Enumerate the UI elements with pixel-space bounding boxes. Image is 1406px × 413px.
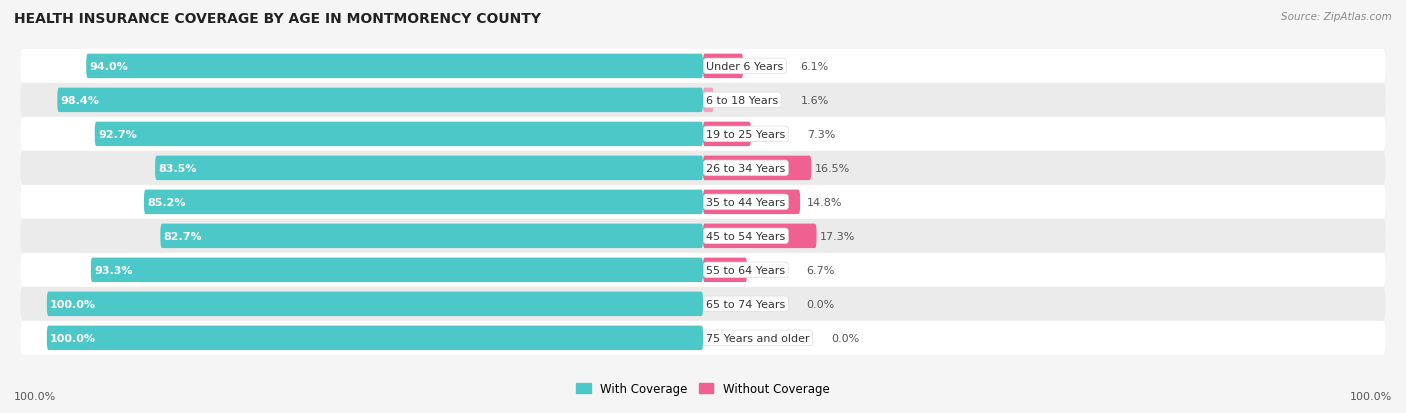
Text: 100.0%: 100.0% [51, 299, 96, 309]
FancyBboxPatch shape [94, 122, 703, 147]
Text: 55 to 64 Years: 55 to 64 Years [706, 265, 786, 275]
Text: Under 6 Years: Under 6 Years [706, 62, 783, 72]
Text: 100.0%: 100.0% [1350, 391, 1392, 401]
Text: 94.0%: 94.0% [90, 62, 128, 72]
FancyBboxPatch shape [703, 258, 747, 282]
Legend: With Coverage, Without Coverage: With Coverage, Without Coverage [572, 377, 834, 399]
FancyBboxPatch shape [160, 224, 703, 249]
FancyBboxPatch shape [703, 224, 817, 249]
Text: 0.0%: 0.0% [807, 299, 835, 309]
Text: 85.2%: 85.2% [148, 197, 186, 207]
FancyBboxPatch shape [143, 190, 703, 215]
Text: 98.4%: 98.4% [60, 96, 100, 106]
Text: 17.3%: 17.3% [820, 231, 855, 241]
Text: 45 to 54 Years: 45 to 54 Years [706, 231, 786, 241]
Text: 93.3%: 93.3% [94, 265, 132, 275]
FancyBboxPatch shape [21, 253, 1385, 287]
FancyBboxPatch shape [86, 55, 703, 79]
FancyBboxPatch shape [58, 88, 703, 113]
FancyBboxPatch shape [703, 55, 742, 79]
FancyBboxPatch shape [21, 287, 1385, 321]
Text: 35 to 44 Years: 35 to 44 Years [706, 197, 786, 207]
FancyBboxPatch shape [703, 88, 713, 113]
FancyBboxPatch shape [703, 156, 811, 180]
FancyBboxPatch shape [703, 122, 751, 147]
Text: 82.7%: 82.7% [163, 231, 202, 241]
Text: 14.8%: 14.8% [807, 197, 842, 207]
FancyBboxPatch shape [155, 156, 703, 180]
Text: 92.7%: 92.7% [98, 130, 136, 140]
Text: 75 Years and older: 75 Years and older [706, 333, 810, 343]
Text: 100.0%: 100.0% [14, 391, 56, 401]
Text: 6.1%: 6.1% [800, 62, 828, 72]
Text: HEALTH INSURANCE COVERAGE BY AGE IN MONTMORENCY COUNTY: HEALTH INSURANCE COVERAGE BY AGE IN MONT… [14, 12, 541, 26]
Text: 6 to 18 Years: 6 to 18 Years [706, 96, 779, 106]
FancyBboxPatch shape [21, 321, 1385, 355]
FancyBboxPatch shape [91, 258, 703, 282]
FancyBboxPatch shape [21, 185, 1385, 219]
Text: 65 to 74 Years: 65 to 74 Years [706, 299, 786, 309]
FancyBboxPatch shape [46, 292, 703, 316]
Text: 6.7%: 6.7% [807, 265, 835, 275]
FancyBboxPatch shape [21, 50, 1385, 84]
Text: 26 to 34 Years: 26 to 34 Years [706, 164, 786, 173]
Text: 19 to 25 Years: 19 to 25 Years [706, 130, 786, 140]
Text: 83.5%: 83.5% [159, 164, 197, 173]
FancyBboxPatch shape [21, 152, 1385, 185]
FancyBboxPatch shape [703, 190, 800, 215]
FancyBboxPatch shape [21, 118, 1385, 152]
Text: 100.0%: 100.0% [51, 333, 96, 343]
Text: 1.6%: 1.6% [800, 96, 828, 106]
FancyBboxPatch shape [46, 326, 703, 350]
FancyBboxPatch shape [21, 84, 1385, 118]
Text: Source: ZipAtlas.com: Source: ZipAtlas.com [1281, 12, 1392, 22]
FancyBboxPatch shape [21, 219, 1385, 253]
Text: 7.3%: 7.3% [807, 130, 835, 140]
Text: 0.0%: 0.0% [831, 333, 860, 343]
Text: 16.5%: 16.5% [814, 164, 849, 173]
